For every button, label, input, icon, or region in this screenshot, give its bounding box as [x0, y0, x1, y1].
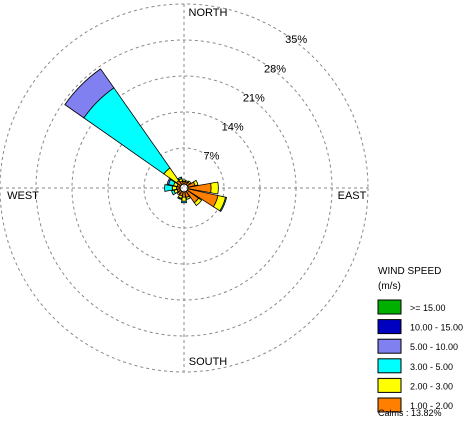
petal-s-bin-4: [181, 196, 187, 202]
petal-n-bin-4: [182, 179, 186, 182]
calms-text: Calms : 13.82%: [378, 408, 442, 418]
legend-items: >= 15.00 10.00 - 15.00 5.00 - 10.00 3.00 - …: [377, 299, 463, 413]
petal-ese-bin-3: [219, 196, 228, 212]
legend-title: WIND SPEED: [378, 266, 441, 277]
petal-s-bin-3: [180, 200, 188, 204]
petal-nnw-bin-3: [177, 176, 183, 181]
compass-west-label: WEST: [7, 190, 39, 202]
legend-label-0: >= 15.00: [410, 303, 446, 313]
compass-east-label: EAST: [338, 190, 367, 202]
petal-wsw-bin-3: [171, 189, 176, 196]
petal-ene-bin-4: [192, 179, 199, 187]
legend-label-5: 1.00 - 2.00: [410, 401, 453, 411]
ring-label-group: 7% 14% 21% 28% 35%: [204, 34, 308, 162]
petal-sse-bin-4: [185, 195, 191, 200]
ring-label-3: 21%: [243, 92, 265, 104]
legend-label-1: 10.00 - 15.00: [410, 323, 463, 333]
ring-label-5: 35%: [285, 34, 307, 46]
legend-swatch-5: [377, 397, 402, 413]
petal-wnw-bin-2: [166, 178, 172, 186]
ring-label-1: 7%: [204, 151, 220, 163]
petal-e-bin-4: [210, 181, 219, 195]
ring-label-2: 14%: [222, 122, 244, 134]
petal-nw-bin-2: [64, 68, 115, 119]
compass-north-label: NORTH: [189, 7, 228, 19]
petal-w-bin-3: [164, 184, 173, 192]
axis-lines: [0, 4, 368, 372]
legend-swatch-1: [377, 319, 402, 335]
legend-label-3: 3.00 - 5.00: [410, 362, 453, 372]
legend-units: (m/s): [378, 281, 401, 292]
legend-label-2: 5.00 - 10.00: [410, 342, 458, 352]
legend: WIND SPEED (m/s) >= 15.00 10.00 - 15.00 5.…: [377, 266, 463, 418]
petal-group: [64, 68, 228, 212]
compass-south-label: SOUTH: [189, 356, 228, 368]
legend-swatch-2: [377, 338, 402, 354]
ring-label-4: 28%: [264, 63, 286, 75]
petal-se-bin-4: [193, 197, 203, 207]
legend-swatch-0: [377, 299, 402, 315]
legend-swatch-4: [377, 377, 402, 393]
legend-swatch-3: [377, 358, 402, 374]
petal-ssw-bin-3: [177, 196, 183, 200]
legend-label-4: 2.00 - 3.00: [410, 381, 453, 391]
